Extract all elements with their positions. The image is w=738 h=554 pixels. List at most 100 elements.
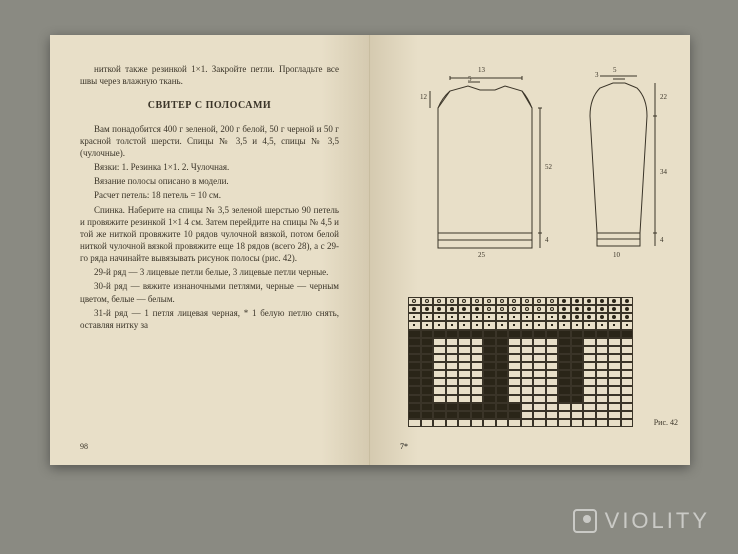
chart-cell [483,378,496,386]
chart-cell [408,346,421,354]
chart-cell [621,297,634,305]
chart-cell [496,297,509,305]
chart-cell [508,378,521,386]
chart-cell [621,378,634,386]
chart-cell [583,305,596,313]
chart-row [408,354,633,362]
chart-cell [533,378,546,386]
chart-cell [558,338,571,346]
chart-cell [546,330,559,338]
chart-cell [608,321,621,329]
chart-cell [471,411,484,419]
chart-cell [596,362,609,370]
chart-cell [508,338,521,346]
chart-cell [608,411,621,419]
dim-bodyh: 52 [545,163,552,171]
figure-label: Рис. 42 [654,418,678,427]
chart-cell [596,354,609,362]
chart-cell [483,346,496,354]
chart-cell [483,370,496,378]
chart-cell [508,321,521,329]
chart-cell [571,321,584,329]
chart-cell [521,297,534,305]
chart-cell [533,370,546,378]
chart-cell [458,362,471,370]
chart-cell [621,403,634,411]
chart-cell [458,330,471,338]
chart-cell [458,386,471,394]
chart-cell [433,330,446,338]
chart-cell [483,305,496,313]
chart-cell [583,313,596,321]
chart-cell [433,297,446,305]
chart-cell [583,419,596,427]
chart-cell [483,362,496,370]
chart-cell [433,395,446,403]
chart-cell [433,386,446,394]
chart-cell [483,395,496,403]
chart-cell [471,378,484,386]
page-text: ниткой также резинкой 1×1. Закройте петл… [80,63,339,331]
chart-cell [433,305,446,313]
chart-cell [521,370,534,378]
chart-cell [483,354,496,362]
chart-cell [471,330,484,338]
chart-cell [483,403,496,411]
chart-cell [608,305,621,313]
chart-cell [471,321,484,329]
chart-cell [621,386,634,394]
chart-cell [508,362,521,370]
chart-cell [583,395,596,403]
chart-cell [446,297,459,305]
chart-cell [521,395,534,403]
chart-cell [408,370,421,378]
chart-cell [558,411,571,419]
chart-cell [608,313,621,321]
chart-row [408,362,633,370]
intro-para: ниткой также резинкой 1×1. Закройте петл… [80,63,339,87]
chart-cell [458,395,471,403]
chart-cell [496,330,509,338]
chart-cell [421,411,434,419]
watermark: VIOLITY [573,508,710,534]
chart-cell [558,378,571,386]
chart-cell [421,330,434,338]
chart-cell [608,362,621,370]
chart-cell [496,346,509,354]
chart-cell [446,419,459,427]
chart-cell [408,395,421,403]
chart-cell [421,362,434,370]
chart-cell [408,297,421,305]
chart-cell [521,403,534,411]
chart-cell [471,395,484,403]
chart-cell [521,330,534,338]
chart-cell [446,346,459,354]
chart-cell [421,297,434,305]
chart-cell [508,419,521,427]
chart-cell [583,354,596,362]
chart-row [408,411,633,419]
chart-cell [433,338,446,346]
chart-row [408,330,633,338]
chart-cell [496,321,509,329]
chart-cell [533,395,546,403]
chart-cell [421,338,434,346]
chart-row [408,338,633,346]
chart-cell [433,346,446,354]
chart-cell [558,354,571,362]
chart-cell [571,305,584,313]
chart-cell [533,403,546,411]
chart-cell [471,354,484,362]
chart-cell [408,313,421,321]
chart-cell [533,362,546,370]
chart-cell [471,362,484,370]
chart-cell [558,370,571,378]
dim-sl-h1: 22 [660,93,667,101]
chart-cell [483,321,496,329]
chart-cell [521,362,534,370]
chart-cell [408,378,421,386]
chart-cell [621,354,634,362]
right-page: 13 5 12 52 4 25 [370,35,690,465]
chart-row [408,313,633,321]
chart-cell [446,305,459,313]
